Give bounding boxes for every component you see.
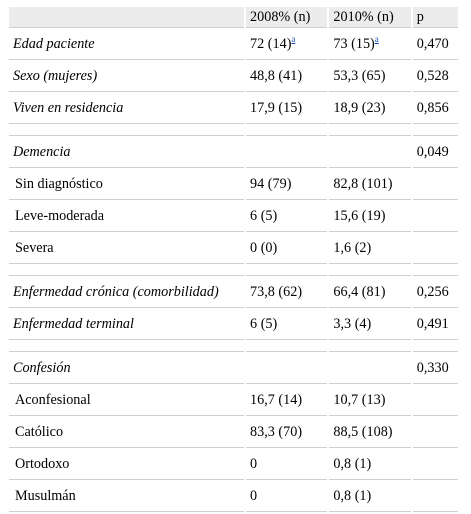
footnote-link[interactable]: a (291, 34, 296, 45)
cell-2008: 6 (5) (246, 310, 328, 340)
spacer-cell (329, 126, 411, 136)
footnote-sup: a (291, 31, 295, 45)
header-2010: 2010% (n) (329, 7, 411, 28)
footnote-sup: a (375, 31, 379, 45)
cell-p: 0,256 (412, 278, 458, 308)
spacer-cell (329, 266, 411, 276)
cell-2010: 18,9 (23) (329, 94, 411, 124)
table-row-aconfesional: Aconfesional 16,7 (14) 10,7 (13) (9, 386, 458, 416)
cell-p (412, 482, 458, 512)
row-label: Edad paciente (9, 30, 245, 60)
cell-p (412, 386, 458, 416)
cell-2008: 6 (5) (246, 202, 328, 232)
table-row-musulman: Musulmán 0 0,8 (1) (9, 482, 458, 512)
cell-2008: 48,8 (41) (246, 62, 328, 92)
spacer-cell (9, 342, 245, 352)
cell-p: 0,470 (412, 30, 458, 60)
cell-2010: 53,3 (65) (329, 62, 411, 92)
cell-2010: 15,6 (19) (329, 202, 411, 232)
cell-2008: 73,8 (62) (246, 278, 328, 308)
header-p: p (412, 7, 458, 28)
table-row-sin-diagnostico: Sin diagnóstico 94 (79) 82,8 (101) (9, 170, 458, 200)
table-row-ortodoxo: Ortodoxo 0 0,8 (1) (9, 450, 458, 480)
cell-2010: 1,6 (2) (329, 234, 411, 264)
table-row-sexo: Sexo (mujeres) 48,8 (41) 53,3 (65) 0,528 (9, 62, 458, 92)
cell-p: 0,856 (412, 94, 458, 124)
cell-2008: 0 (246, 482, 328, 512)
cell-2008: 94 (79) (246, 170, 328, 200)
spacer-cell (412, 126, 458, 136)
cell-2008: 0 (246, 450, 328, 480)
row-label: Enfermedad crónica (comorbilidad) (9, 278, 245, 308)
table-header-row: 2008% (n) 2010% (n) p (9, 7, 458, 28)
cell-p (412, 202, 458, 232)
cell-p (412, 418, 458, 448)
cell-2010: 3,3 (4) (329, 310, 411, 340)
cell-2008: 72 (14)a (246, 30, 328, 60)
spacer-cell (9, 266, 245, 276)
row-label: Viven en residencia (9, 94, 245, 124)
cell-p (412, 170, 458, 200)
cell-p: 0,049 (412, 138, 458, 168)
row-label: Musulmán (9, 482, 245, 512)
cell-2008 (246, 354, 328, 384)
table-row-terminal: Enfermedad terminal 6 (5) 3,3 (4) 0,491 (9, 310, 458, 340)
spacer-cell (246, 342, 328, 352)
spacer-cell (246, 126, 328, 136)
row-label: Sin diagnóstico (9, 170, 245, 200)
spacer-cell (329, 342, 411, 352)
table-row-catolico: Católico 83,3 (70) 88,5 (108) (9, 418, 458, 448)
cell-2008: 16,7 (14) (246, 386, 328, 416)
spacer-row (9, 342, 458, 352)
table-row-demencia: Demencia 0,049 (9, 138, 458, 168)
cell-2010: 10,7 (13) (329, 386, 411, 416)
table-row-leve-moderada: Leve-moderada 6 (5) 15,6 (19) (9, 202, 458, 232)
cell-2010: 66,4 (81) (329, 278, 411, 308)
cell-value: 73 (15) (333, 36, 375, 52)
spacer-row (9, 126, 458, 136)
cell-p: 0,491 (412, 310, 458, 340)
cell-p (412, 234, 458, 264)
table-row-cronica: Enfermedad crónica (comorbilidad) 73,8 (… (9, 278, 458, 308)
cell-2008: 83,3 (70) (246, 418, 328, 448)
spacer-row (9, 266, 458, 276)
row-label: Demencia (9, 138, 245, 168)
data-table-container: 2008% (n) 2010% (n) p Edad paciente 72 (… (7, 5, 460, 514)
cell-2008: 17,9 (15) (246, 94, 328, 124)
spacer-cell (9, 126, 245, 136)
table-row-severa: Severa 0 (0) 1,6 (2) (9, 234, 458, 264)
row-label: Católico (9, 418, 245, 448)
cell-2010 (329, 138, 411, 168)
row-label: Aconfesional (9, 386, 245, 416)
header-empty-cell (9, 7, 245, 28)
table-row-viven: Viven en residencia 17,9 (15) 18,9 (23) … (9, 94, 458, 124)
cell-p (412, 450, 458, 480)
table-row-edad: Edad paciente 72 (14)a 73 (15)a 0,470 (9, 30, 458, 60)
header-2008: 2008% (n) (246, 7, 328, 28)
cell-2010: 0,8 (1) (329, 482, 411, 512)
cell-p: 0,330 (412, 354, 458, 384)
spacer-cell (412, 266, 458, 276)
row-label: Enfermedad terminal (9, 310, 245, 340)
row-label: Leve-moderada (9, 202, 245, 232)
row-label: Sexo (mujeres) (9, 62, 245, 92)
row-label: Severa (9, 234, 245, 264)
cell-2010: 82,8 (101) (329, 170, 411, 200)
row-label: Ortodoxo (9, 450, 245, 480)
row-label: Confesión (9, 354, 245, 384)
data-table: 2008% (n) 2010% (n) p Edad paciente 72 (… (7, 5, 460, 514)
spacer-cell (412, 342, 458, 352)
cell-p: 0,528 (412, 62, 458, 92)
spacer-cell (246, 266, 328, 276)
footnote-link[interactable]: a (374, 34, 379, 45)
cell-2010: 0,8 (1) (329, 450, 411, 480)
cell-2010 (329, 354, 411, 384)
cell-value: 72 (14) (250, 36, 292, 52)
cell-2010: 88,5 (108) (329, 418, 411, 448)
cell-2010: 73 (15)a (329, 30, 411, 60)
table-row-confesion: Confesión 0,330 (9, 354, 458, 384)
cell-2008 (246, 138, 328, 168)
cell-2008: 0 (0) (246, 234, 328, 264)
